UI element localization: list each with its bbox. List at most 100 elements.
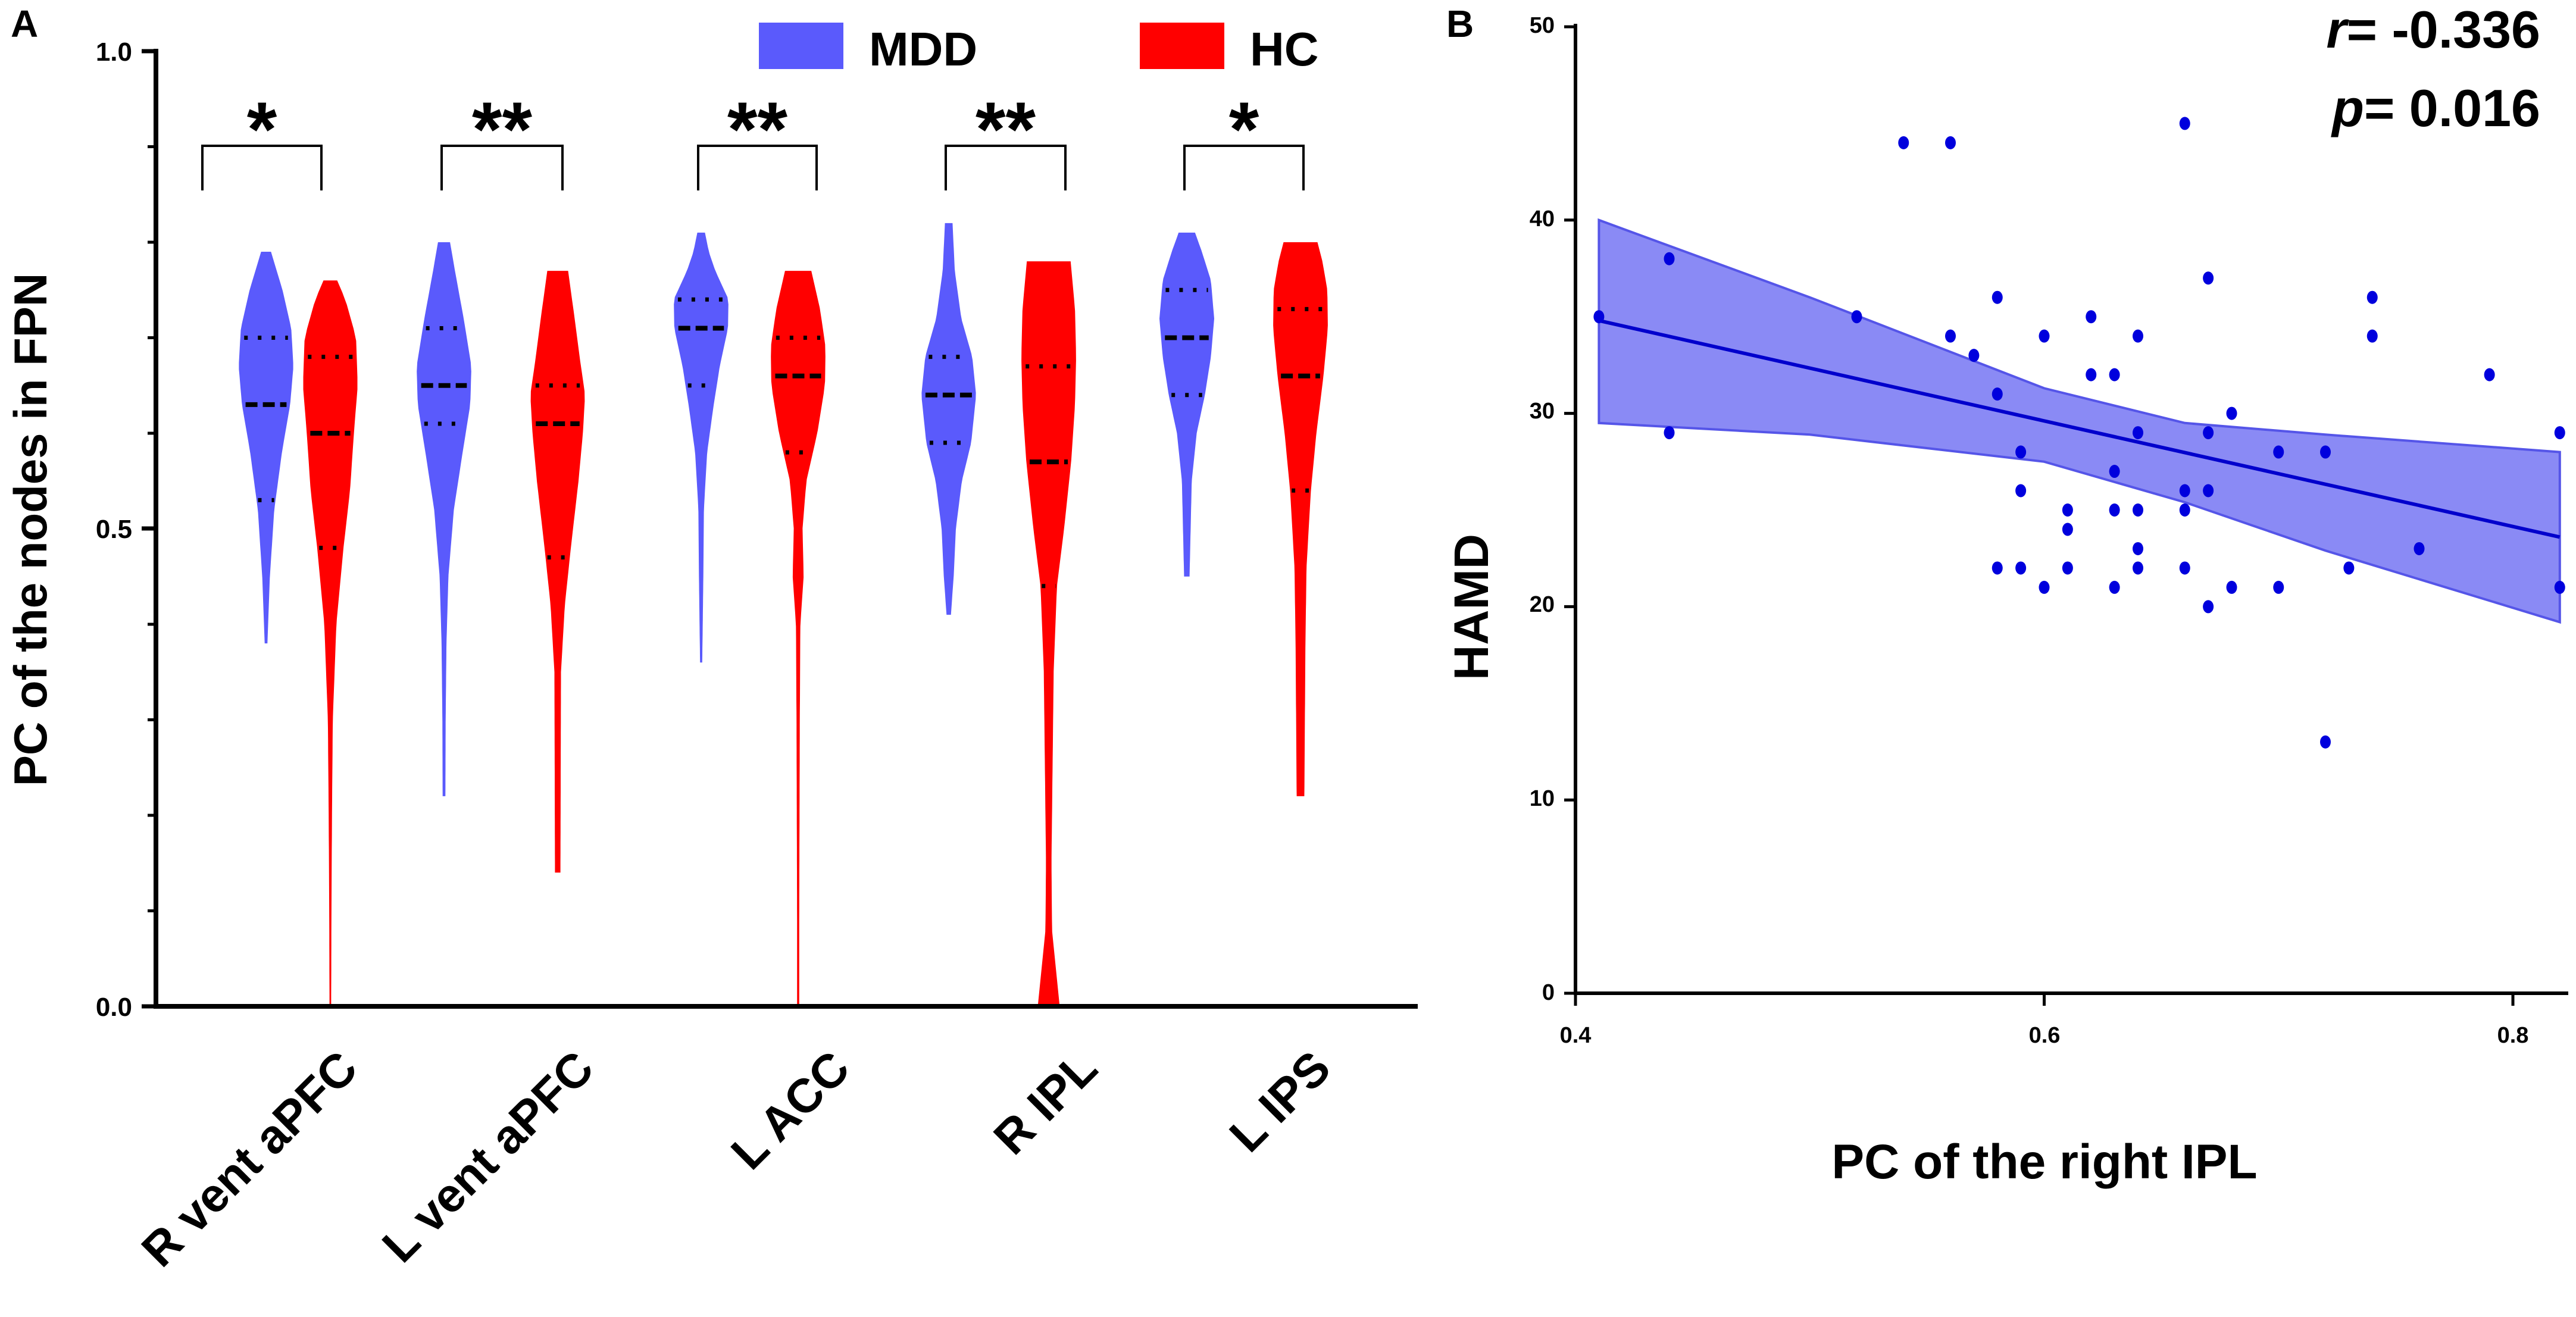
scatter-point <box>1992 290 2003 304</box>
scatter-point <box>2133 503 2143 517</box>
violin-hc <box>1273 242 1328 796</box>
significance-marker: * <box>247 86 277 173</box>
scatter-point <box>1898 136 1909 149</box>
violin-hc <box>1021 261 1076 1007</box>
legend-swatch-mdd <box>759 23 843 69</box>
scatter-point <box>2484 368 2495 381</box>
significance-marker: ** <box>727 86 788 173</box>
scatter-point <box>1992 561 2003 575</box>
scatter-point <box>2015 445 2027 459</box>
violin-hc <box>530 271 585 873</box>
y-tick-label: 0.0 <box>96 993 132 1022</box>
significance-marker: ** <box>472 86 533 173</box>
scatter-point <box>2203 600 2214 614</box>
scatter-point <box>2015 484 2027 498</box>
legend-label-hc: HC <box>1250 23 1319 76</box>
violin-hc <box>771 271 826 1007</box>
violin-mdd <box>674 232 729 663</box>
violins <box>239 223 1328 1007</box>
y-tick-label: 0.5 <box>96 515 132 544</box>
panel-b: B 50 40 30 20 10 0 0.4 0.6 0.8 HAMD PC o… <box>1445 0 2568 1189</box>
regression-line <box>1598 318 2561 539</box>
x-tick-label: 0.4 <box>1560 1023 1592 1048</box>
scatter-point <box>1593 310 1605 324</box>
y-tick-label: 1.0 <box>96 37 132 67</box>
scatter-point <box>2203 484 2214 498</box>
significance-bracket <box>440 145 564 190</box>
scatter-point <box>2179 503 2190 517</box>
y-tick-label: 20 <box>1530 592 1555 617</box>
scatter-point <box>1992 387 2003 401</box>
scatter-point <box>1968 349 1980 362</box>
scatter-point <box>2015 561 2027 575</box>
legend: MDD HC <box>759 23 1319 76</box>
legend-label-mdd: MDD <box>869 23 977 76</box>
significance-marker: * <box>1229 86 1259 173</box>
scatter-point <box>2039 329 2050 343</box>
scatter-point <box>2273 580 2284 594</box>
scatter-point <box>2062 561 2073 575</box>
scatter-point <box>2343 561 2355 575</box>
scatter-point <box>2414 542 2425 555</box>
scatter-point <box>2203 271 2214 285</box>
scatter-point <box>2273 445 2284 459</box>
violin-hc <box>303 280 358 1007</box>
panel-a-label: A <box>11 2 38 45</box>
scatter-point <box>2320 445 2331 459</box>
scatter-point <box>2179 561 2190 575</box>
scatter-point <box>1851 310 1862 324</box>
scatter-point <box>2179 117 2190 130</box>
legend-swatch-hc <box>1140 23 1224 69</box>
scatter-point <box>2109 580 2120 594</box>
scatter-point <box>1945 329 1956 343</box>
scatter-point <box>2133 542 2143 555</box>
scatter-point <box>2086 368 2097 381</box>
scatter-point <box>2320 735 2331 749</box>
scatter-point <box>2366 290 2378 304</box>
scatter-point <box>2133 426 2143 440</box>
scatter-point <box>2179 484 2190 498</box>
significance-bracket <box>697 145 818 190</box>
y-tick-label: 40 <box>1530 207 1555 232</box>
y-tick-label: 50 <box>1530 13 1555 38</box>
scatter-point <box>2109 368 2120 381</box>
scatter-point <box>2109 503 2120 517</box>
violin-mdd <box>921 223 976 615</box>
scatter-point <box>2133 329 2143 343</box>
stat-p: p= 0.016 <box>2331 79 2540 137</box>
y-axis-title-b: HAMD <box>1445 534 1499 680</box>
y-tick-label: 10 <box>1530 786 1555 811</box>
scatter-points <box>1593 117 2565 749</box>
stat-r: r= -0.336 <box>2326 0 2540 59</box>
scatter-point <box>2366 329 2378 343</box>
panel-b-label: B <box>1446 2 1474 45</box>
x-axis-title-b: PC of the right IPL <box>1831 1135 2257 1189</box>
scatter-point <box>2109 465 2120 478</box>
scatter-point <box>2203 426 2214 440</box>
scatter-point <box>2062 503 2073 517</box>
x-tick-label: 0.6 <box>2029 1023 2061 1048</box>
scatter-point <box>1664 426 1675 440</box>
violin-mdd <box>417 242 471 796</box>
scatter-point <box>1664 252 1675 265</box>
violin-mdd <box>1159 232 1214 577</box>
axis-ticks-b <box>1564 25 2515 1006</box>
significance-bracket <box>1183 145 1305 190</box>
y-minor-ticks-a <box>148 49 156 912</box>
y-tick-label: 30 <box>1530 399 1555 424</box>
significance-bracket <box>201 145 323 190</box>
significance-bracket <box>945 145 1067 190</box>
scatter-point <box>2226 406 2237 420</box>
scatter-point <box>2039 580 2050 594</box>
significance-brackets: * ** ** ** * <box>201 86 1305 190</box>
scatter-point <box>2086 310 2097 324</box>
scatter-point <box>2554 426 2565 440</box>
scatter-point <box>2062 523 2073 536</box>
y-axis-title-a: PC of the nodes in FPN <box>4 273 57 786</box>
scatter-point <box>2554 580 2565 594</box>
scatter-point <box>1945 136 1956 149</box>
scatter-point <box>2226 580 2237 594</box>
significance-marker: ** <box>976 86 1036 173</box>
y-tick-label: 0 <box>1542 980 1555 1005</box>
